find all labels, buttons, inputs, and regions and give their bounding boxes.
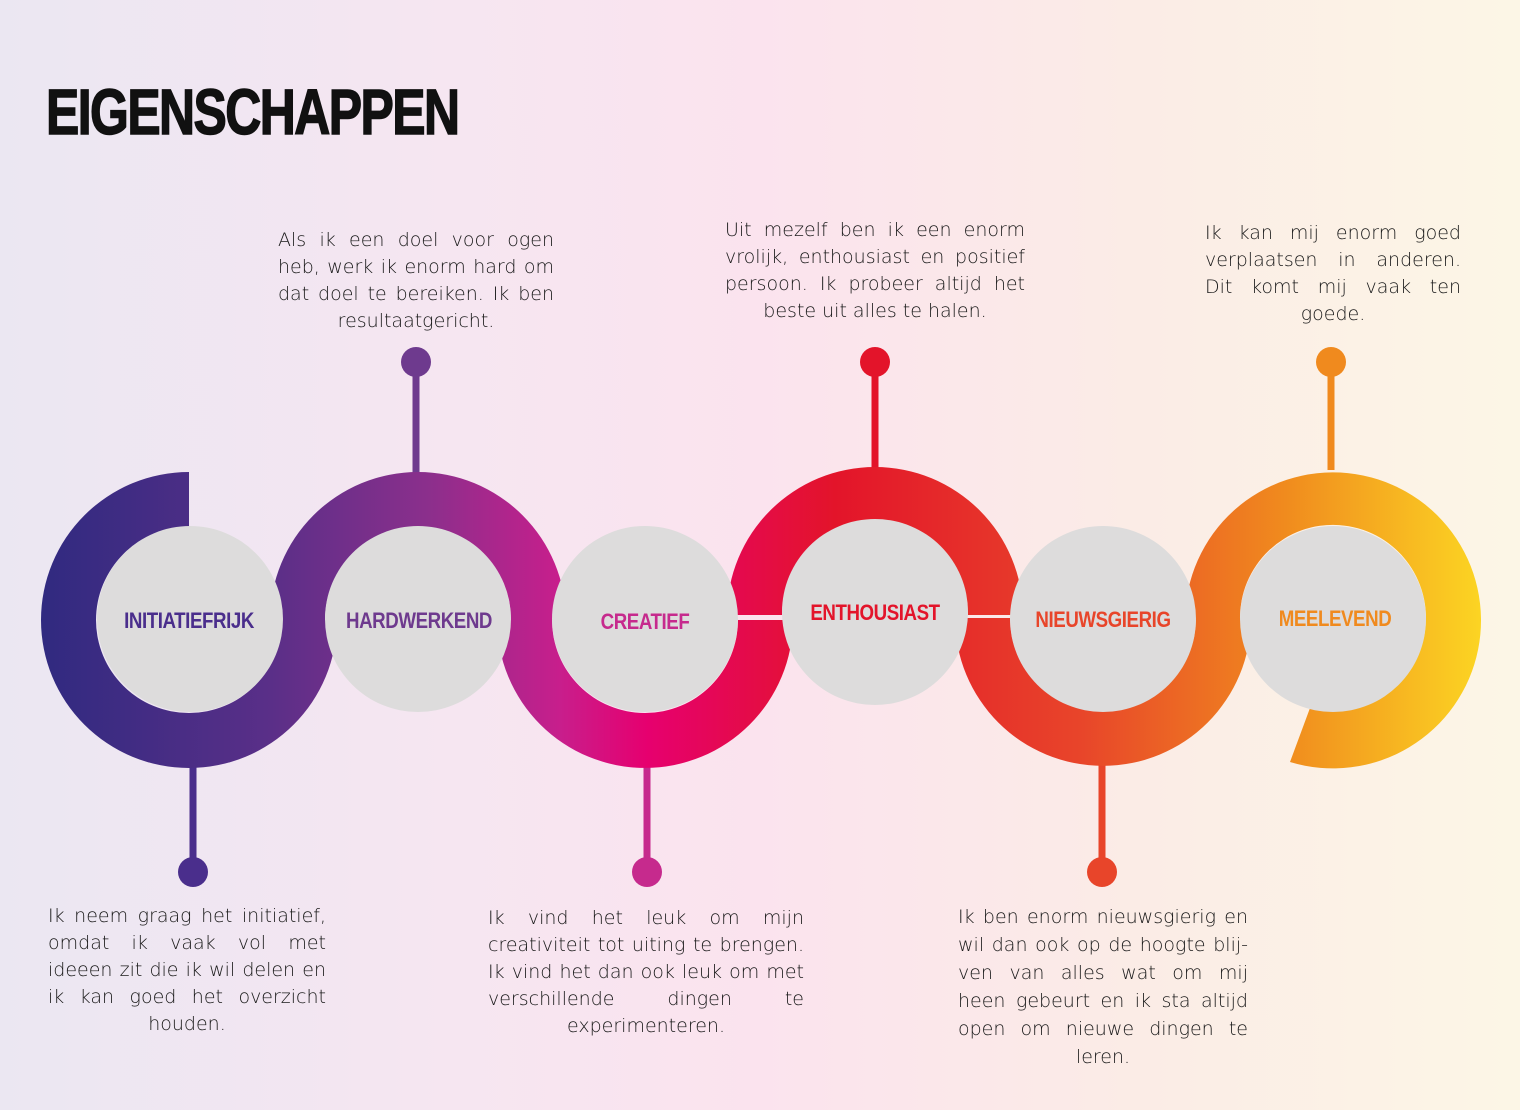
trait-description-initiatiefrijk: Ik neem graag het initiatief, omdat ik v…	[48, 905, 326, 1035]
dot-nieuwsgierig	[1087, 857, 1117, 887]
ring-meelevend	[1185, 472, 1481, 769]
trait-label-hardwerkend: HARDWERKEND	[346, 608, 492, 633]
trait-label-meelevend: MEELEVEND	[1278, 606, 1392, 631]
trait-label-nieuwsgierig: NIEUWSGIERIG	[1035, 607, 1171, 632]
trait-label-initiatiefrijk: INITIATIEFRIJK	[124, 608, 254, 633]
trait-label-enthousiast: ENTHOUSIAST	[810, 600, 940, 625]
dot-creatief	[632, 857, 662, 887]
stem-dots	[178, 347, 1346, 887]
disc-nieuwsgierig	[1010, 526, 1196, 712]
disc-initiatiefrijk	[97, 526, 283, 712]
trait-description-meelevend: Ik kan mij enorm goed verplaatsen in and…	[1205, 222, 1461, 325]
ring-enthousiast	[727, 467, 1023, 615]
page-title: EIGENSCHAPPEN	[45, 76, 460, 148]
disc-enthousiast	[782, 519, 968, 705]
ring-hardwerkend	[270, 472, 566, 620]
ring-nieuwsgierig	[955, 618, 1251, 766]
dot-meelevend	[1316, 347, 1346, 377]
dot-enthousiast	[860, 347, 890, 377]
disc-meelevend	[1240, 526, 1426, 712]
dot-hardwerkend	[401, 347, 431, 377]
trait-label-creatief: CREATIEF	[600, 609, 690, 634]
trait-description-nieuwsgierig: Ik ben enorm nieuwsgierig en wil dan ook…	[958, 906, 1248, 1068]
disc-creatief	[552, 526, 738, 712]
ring-initiatiefrijk	[41, 472, 337, 768]
trait-discs	[97, 519, 1426, 712]
ribbon	[41, 467, 1481, 769]
trait-description-creatief: Ik vind het leuk om mijn creativiteit to…	[488, 907, 804, 1037]
trait-description-enthousiast: Uit mezelf ben ik een enorm vrolijk, ent…	[725, 219, 1025, 322]
trait-description-hardwerkend: Als ik een doel voor ogen heb, werk ik e…	[278, 229, 554, 332]
ring-creatief	[497, 620, 793, 768]
connector-stems	[189, 362, 1335, 872]
dot-initiatiefrijk	[178, 857, 208, 887]
disc-hardwerkend	[325, 526, 511, 712]
